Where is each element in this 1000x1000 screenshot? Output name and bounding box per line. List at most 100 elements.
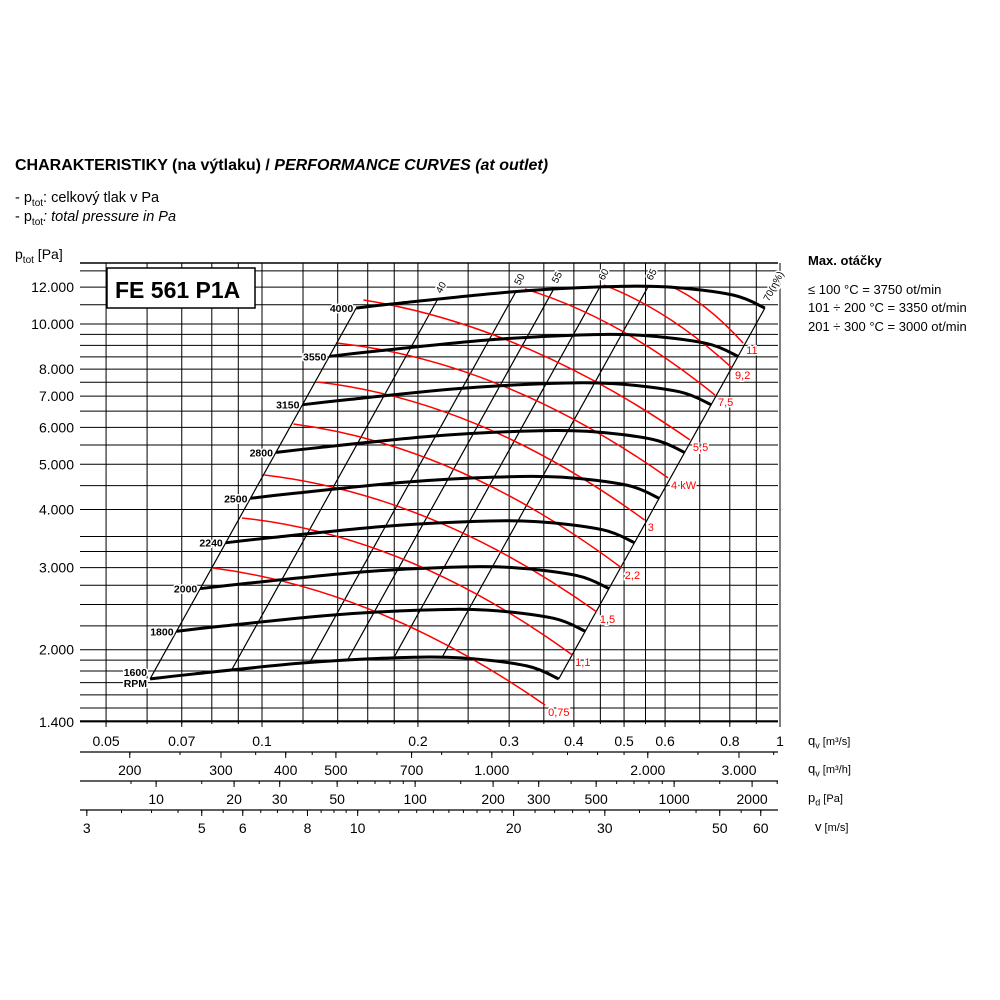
efficiency-label: 55 xyxy=(550,270,565,285)
x-tick-label: 0.2 xyxy=(408,733,428,749)
y-label-unit: [Pa] xyxy=(33,246,63,262)
axis-label-unit: [m³/s] xyxy=(819,736,851,748)
x-tick-label: 0.4 xyxy=(564,733,584,749)
x-axis-label-m3h: qv [m³/h] xyxy=(808,761,851,779)
y-tick-label: 8.000 xyxy=(39,361,74,377)
x-tick-label: 60 xyxy=(753,820,769,836)
legend-line-cz: - ptot: celkový tlak v Pa xyxy=(15,190,159,209)
max-speed-line: 201 ÷ 300 °C = 3000 ot/min xyxy=(808,318,967,334)
x-tick-label: 300 xyxy=(209,762,233,778)
efficiency-label: 50 xyxy=(513,272,528,287)
y-tick-label: 10.000 xyxy=(31,316,74,332)
x-tick-label: 10 xyxy=(350,820,366,836)
x-axis-label-m3s: qv [m³/s] xyxy=(808,733,850,751)
title-czech: CHARAKTERISTIKY (na výtlaku) / xyxy=(15,157,275,174)
x-tick-label: 2000 xyxy=(737,791,768,807)
x-tick-label: 0.5 xyxy=(614,733,634,749)
fan-curve xyxy=(176,607,586,633)
y-axis-label: ptot [Pa] xyxy=(15,246,63,266)
power-label: 11 xyxy=(746,345,757,357)
y-tick-label: 12.000 xyxy=(31,279,74,295)
efficiency-line xyxy=(149,307,357,680)
power-label: 4 kW xyxy=(671,480,697,492)
rpm-label: 1600 xyxy=(124,667,148,679)
y-tick-label: 1.400 xyxy=(39,714,74,730)
x-tick-label: 0.1 xyxy=(252,733,272,749)
axis-label-unit: [m³/h] xyxy=(819,764,851,776)
rpm-unit-label: RPM xyxy=(124,678,148,690)
fan-curve xyxy=(302,381,712,407)
y-tick-label: 2.000 xyxy=(39,642,74,658)
max-speed-line: 101 ÷ 200 °C = 3350 ot/min xyxy=(808,300,967,315)
axis-label-unit: [m/s] xyxy=(821,822,849,834)
fan-curve xyxy=(356,284,766,310)
efficiency-line xyxy=(393,286,601,659)
power-line xyxy=(603,284,733,369)
x-tick-label: 500 xyxy=(324,762,348,778)
max-speed-heading: Max. otáčky xyxy=(808,253,882,268)
efficiency-line xyxy=(441,286,649,659)
legend-line-en: - ptot: total pressure in Pa xyxy=(15,209,176,228)
x-tick-label: 1 xyxy=(776,733,784,749)
power-line xyxy=(264,474,598,613)
max-speed-info: Max. otáčky ≤ 100 °C = 3750 ot/min 101 ÷… xyxy=(808,252,967,336)
y-tick-label: 6.000 xyxy=(39,419,74,435)
chart-title: CHARAKTERISTIKY (na výtlaku) / PERFORMAN… xyxy=(15,157,548,175)
axis-label-sub: v xyxy=(815,768,820,779)
power-label: 9,2 xyxy=(735,370,750,382)
axis-label-main: p xyxy=(808,790,816,805)
power-label: 3 xyxy=(648,522,654,534)
rpm-label: 2800 xyxy=(250,447,274,459)
x-tick-label: 30 xyxy=(597,820,613,836)
x-tick-label: 50 xyxy=(329,791,345,807)
efficiency-line xyxy=(558,307,766,680)
x-tick-label: 3 xyxy=(83,820,91,836)
x-tick-label: 2.000 xyxy=(630,762,665,778)
model-name: FE 561 P1A xyxy=(115,277,240,303)
rpm-label: 4000 xyxy=(330,303,354,315)
power-label: 1,5 xyxy=(600,614,615,626)
x-tick-label: 10 xyxy=(148,791,164,807)
efficiency-line xyxy=(346,289,554,661)
x-tick-label: 20 xyxy=(506,820,522,836)
x-axis-label-pd: pd [Pa] xyxy=(808,790,843,808)
x-tick-label: 0.8 xyxy=(720,733,740,749)
x-tick-label: 0.6 xyxy=(655,733,675,749)
power-line xyxy=(293,423,623,569)
x-tick-label: 3.000 xyxy=(721,762,756,778)
x-tick-label: 6 xyxy=(239,820,247,836)
power-line xyxy=(524,288,716,396)
x-tick-label: 700 xyxy=(400,762,424,778)
x-axis-label-v: v [m/s] xyxy=(815,819,848,834)
x-tick-label: 1000 xyxy=(659,791,690,807)
efficiency-label: 65 xyxy=(645,267,660,282)
efficiency-label: 60 xyxy=(597,267,612,282)
legend-prefix: - p xyxy=(15,190,32,206)
axis-label-main: v xyxy=(815,819,822,834)
efficiency-line xyxy=(230,299,438,672)
legend-text: : total pressure in Pa xyxy=(43,209,177,225)
x-tick-label: 400 xyxy=(274,762,298,778)
x-tick-label: 1.000 xyxy=(474,762,509,778)
y-tick-label: 3.000 xyxy=(39,560,74,576)
model-box xyxy=(106,267,256,309)
y-tick-label: 4.000 xyxy=(39,501,74,517)
x-tick-label: 0.3 xyxy=(499,733,519,749)
power-line xyxy=(363,299,691,441)
power-label: 1,1 xyxy=(575,657,590,669)
power-line xyxy=(337,342,669,479)
y-label-main: p xyxy=(15,246,23,262)
title-english: PERFORMANCE CURVES (at outlet) xyxy=(274,157,549,174)
rpm-label: 2500 xyxy=(224,493,248,505)
x-tick-label: 300 xyxy=(527,791,551,807)
x-tick-label: 200 xyxy=(118,762,142,778)
x-tick-label: 5 xyxy=(198,820,206,836)
power-label: 2,2 xyxy=(625,570,640,582)
power-label: 7,5 xyxy=(718,397,733,409)
axis-label-main: q xyxy=(808,733,816,748)
fan-curve xyxy=(200,565,610,591)
efficiency-line xyxy=(309,291,517,663)
rpm-label: 1800 xyxy=(150,626,174,638)
y-tick-label: 7.000 xyxy=(39,388,74,404)
x-tick-label: 8 xyxy=(304,820,312,836)
